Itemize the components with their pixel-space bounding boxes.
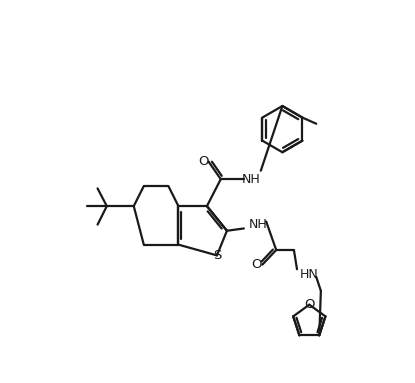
Text: S: S (213, 249, 222, 262)
Text: NH: NH (242, 173, 261, 186)
Text: NH: NH (248, 218, 267, 231)
Text: HN: HN (300, 268, 319, 281)
Text: O: O (198, 155, 208, 168)
Text: O: O (304, 298, 315, 311)
Text: O: O (251, 258, 261, 271)
